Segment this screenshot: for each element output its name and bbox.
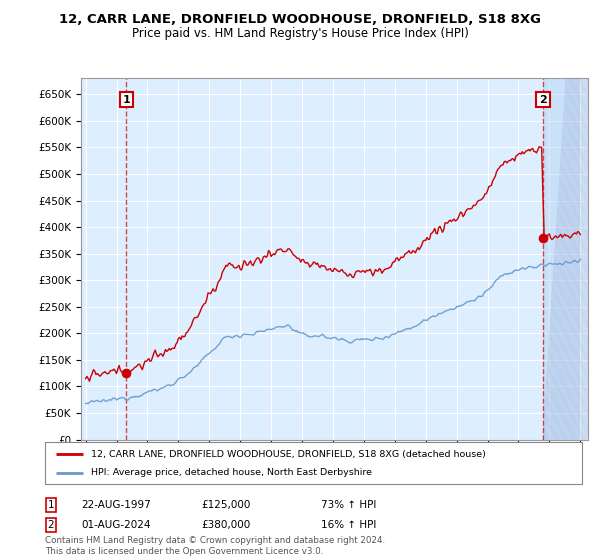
Text: 1: 1 xyxy=(122,95,130,105)
Text: 22-AUG-1997: 22-AUG-1997 xyxy=(81,500,151,510)
Text: £125,000: £125,000 xyxy=(201,500,250,510)
Text: 2: 2 xyxy=(539,95,547,105)
Text: 12, CARR LANE, DRONFIELD WOODHOUSE, DRONFIELD, S18 8XG (detached house): 12, CARR LANE, DRONFIELD WOODHOUSE, DRON… xyxy=(91,450,485,459)
Text: Price paid vs. HM Land Registry's House Price Index (HPI): Price paid vs. HM Land Registry's House … xyxy=(131,27,469,40)
Text: HPI: Average price, detached house, North East Derbyshire: HPI: Average price, detached house, Nort… xyxy=(91,468,371,477)
Text: 73% ↑ HPI: 73% ↑ HPI xyxy=(321,500,376,510)
Text: 1: 1 xyxy=(47,500,55,510)
Text: Contains HM Land Registry data © Crown copyright and database right 2024.
This d: Contains HM Land Registry data © Crown c… xyxy=(45,536,385,556)
Text: 01-AUG-2024: 01-AUG-2024 xyxy=(81,520,151,530)
Text: 12, CARR LANE, DRONFIELD WOODHOUSE, DRONFIELD, S18 8XG: 12, CARR LANE, DRONFIELD WOODHOUSE, DRON… xyxy=(59,13,541,26)
Text: £380,000: £380,000 xyxy=(201,520,250,530)
Text: 2: 2 xyxy=(47,520,55,530)
Text: 16% ↑ HPI: 16% ↑ HPI xyxy=(321,520,376,530)
